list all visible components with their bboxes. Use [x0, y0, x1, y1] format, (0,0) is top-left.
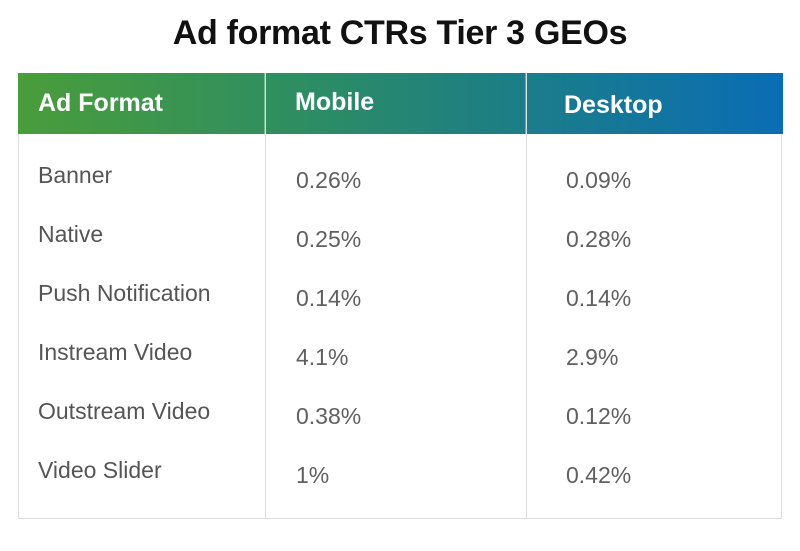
- cell-mobile-ctr: 1%: [296, 462, 330, 488]
- column-divider: [526, 73, 527, 519]
- table-row: Video Slider 1% 0.42%: [19, 457, 783, 516]
- header-ad-format: Ad Format: [38, 89, 163, 117]
- table-row: Banner 0.26% 0.09%: [19, 162, 783, 221]
- header-divider: [264, 73, 265, 134]
- table-row: Push Notification 0.14% 0.14%: [19, 280, 783, 339]
- table-row: Native 0.25% 0.28%: [19, 221, 783, 280]
- cell-ad-format: Push Notification: [38, 280, 211, 306]
- cell-desktop-ctr: 0.28%: [566, 226, 632, 252]
- chart-title: Ad format CTRs Tier 3 GEOs: [172, 14, 628, 52]
- cell-desktop-ctr: 2.9%: [566, 344, 619, 370]
- cell-ad-format: Instream Video: [38, 339, 193, 365]
- cell-ad-format: Outstream Video: [38, 398, 211, 424]
- table-row: Instream Video 4.1% 2.9%: [19, 339, 783, 398]
- cell-desktop-ctr: 0.14%: [566, 285, 632, 311]
- cell-ad-format: Native: [38, 221, 104, 247]
- cell-desktop-ctr: 0.12%: [566, 403, 632, 429]
- column-divider: [265, 73, 266, 519]
- cell-mobile-ctr: 0.26%: [296, 167, 362, 193]
- cell-ad-format: Video Slider: [38, 457, 162, 483]
- header-divider: [525, 73, 526, 134]
- cell-mobile-ctr: 0.38%: [296, 403, 362, 429]
- header-desktop: Desktop: [564, 91, 663, 119]
- ctr-table: Ad Format Mobile Desktop Banner 0.26% 0.09…: [18, 73, 783, 519]
- cell-desktop-ctr: 0.09%: [566, 167, 632, 193]
- cell-mobile-ctr: 0.25%: [296, 226, 362, 252]
- header-mobile: Mobile: [295, 88, 375, 116]
- cell-mobile-ctr: 0.14%: [296, 285, 362, 311]
- table-header: Ad Format Mobile Desktop: [18, 73, 783, 134]
- cell-desktop-ctr: 0.42%: [566, 462, 632, 488]
- cell-mobile-ctr: 4.1%: [296, 344, 349, 370]
- table-row: Outstream Video 0.38% 0.12%: [19, 398, 783, 457]
- cell-ad-format: Banner: [38, 162, 113, 188]
